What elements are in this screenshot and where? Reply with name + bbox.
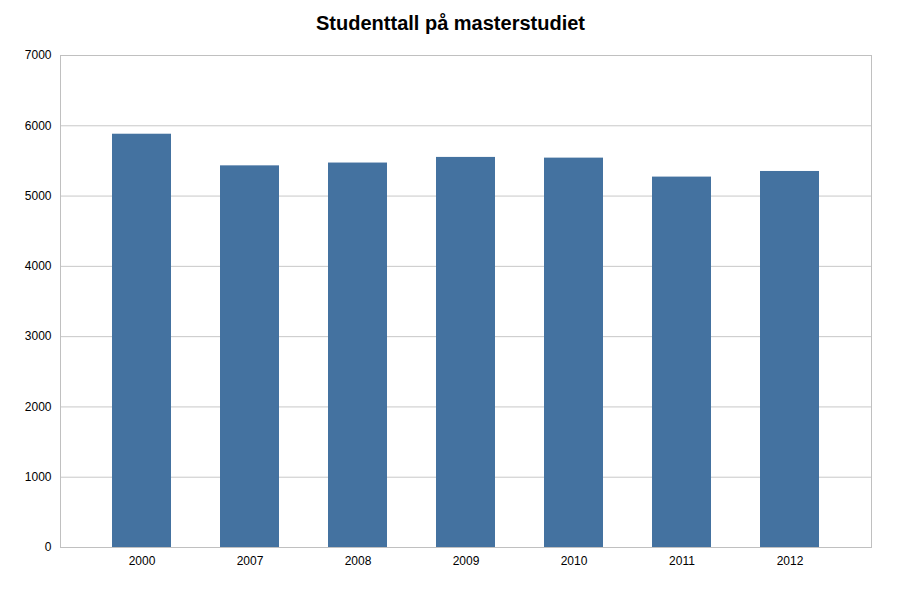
svg-text:2009: 2009 [453,554,480,568]
svg-text:2008: 2008 [345,554,372,568]
svg-text:0: 0 [45,540,52,554]
svg-text:2010: 2010 [561,554,588,568]
html-text:Studenttall på masterstudiet: Studenttall på masterstudiet [316,12,585,34]
svg-text:2007: 2007 [237,554,264,568]
svg-text:5000: 5000 [25,189,52,203]
svg-text:7000: 7000 [25,48,52,62]
svg-text:2012: 2012 [777,554,804,568]
svg-text:2000: 2000 [129,554,156,568]
svg-text:2000: 2000 [25,400,52,414]
svg-text:2011: 2011 [669,554,695,568]
svg-text:3000: 3000 [25,329,52,343]
svg-text:4000: 4000 [25,259,52,273]
svg-text:6000: 6000 [25,119,52,133]
svg-text:1000: 1000 [25,470,52,484]
